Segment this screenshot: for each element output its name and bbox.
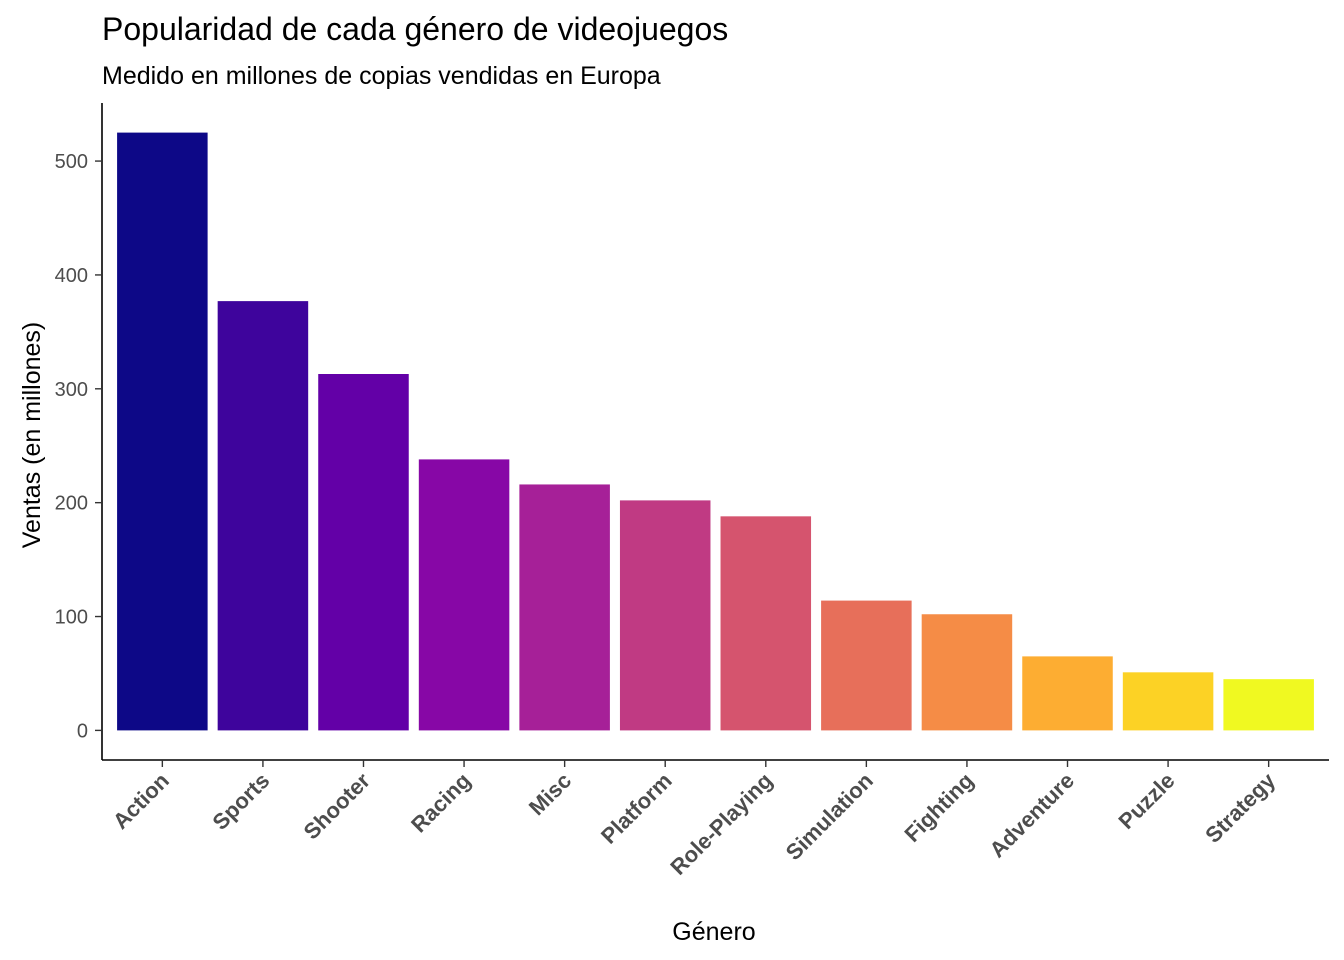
x-tick-label: Misc bbox=[524, 768, 576, 820]
y-tick-label: 0 bbox=[77, 720, 88, 742]
x-axis: Action Sports Shooter Racing Misc PlatformRol… bbox=[102, 759, 1329, 880]
bar-strategy bbox=[1223, 679, 1314, 731]
y-tick-label: 400 bbox=[55, 265, 88, 287]
bar-role-playing bbox=[720, 516, 812, 731]
bar-action bbox=[117, 132, 208, 731]
bar-shooter bbox=[318, 374, 409, 731]
x-tick-label: Racing bbox=[406, 768, 476, 838]
y-axis-title: Ventas (en millones) bbox=[18, 322, 46, 549]
bars-group bbox=[117, 132, 1314, 731]
bar-adventure bbox=[1022, 656, 1113, 731]
x-tick-label: Action bbox=[108, 768, 174, 834]
bar-racing bbox=[418, 459, 510, 731]
x-tick-label: Role-Playing bbox=[665, 768, 777, 880]
x-tick-label: Fighting bbox=[899, 768, 978, 847]
bar-platform bbox=[619, 500, 711, 731]
x-tick-label: Sports bbox=[207, 768, 274, 835]
x-axis-title: Género bbox=[672, 918, 755, 946]
y-axis: 0 100 200 300 400 500 bbox=[55, 103, 103, 760]
x-tick-label: Adventure bbox=[984, 768, 1079, 863]
y-tick-label: 300 bbox=[55, 379, 88, 401]
bar-simulation bbox=[821, 600, 912, 731]
chart-title: Popularidad de cada género de videojuego… bbox=[102, 11, 728, 47]
y-tick-label: 100 bbox=[55, 607, 88, 629]
y-tick-label: 200 bbox=[55, 493, 88, 515]
y-tick-label: 500 bbox=[55, 151, 88, 173]
chart-subtitle: Medido en millones de copias vendidas en… bbox=[102, 62, 661, 90]
x-tick-label: Simulation bbox=[781, 768, 878, 865]
x-tick-label: Shooter bbox=[299, 768, 376, 845]
bar-sports bbox=[217, 301, 309, 731]
x-tick-label: Strategy bbox=[1200, 767, 1280, 847]
bar-misc bbox=[519, 484, 610, 731]
bar-puzzle bbox=[1122, 672, 1214, 731]
x-tick-label: Platform bbox=[596, 768, 677, 849]
bar-fighting bbox=[921, 614, 1013, 731]
x-tick-label: Puzzle bbox=[1114, 768, 1180, 834]
